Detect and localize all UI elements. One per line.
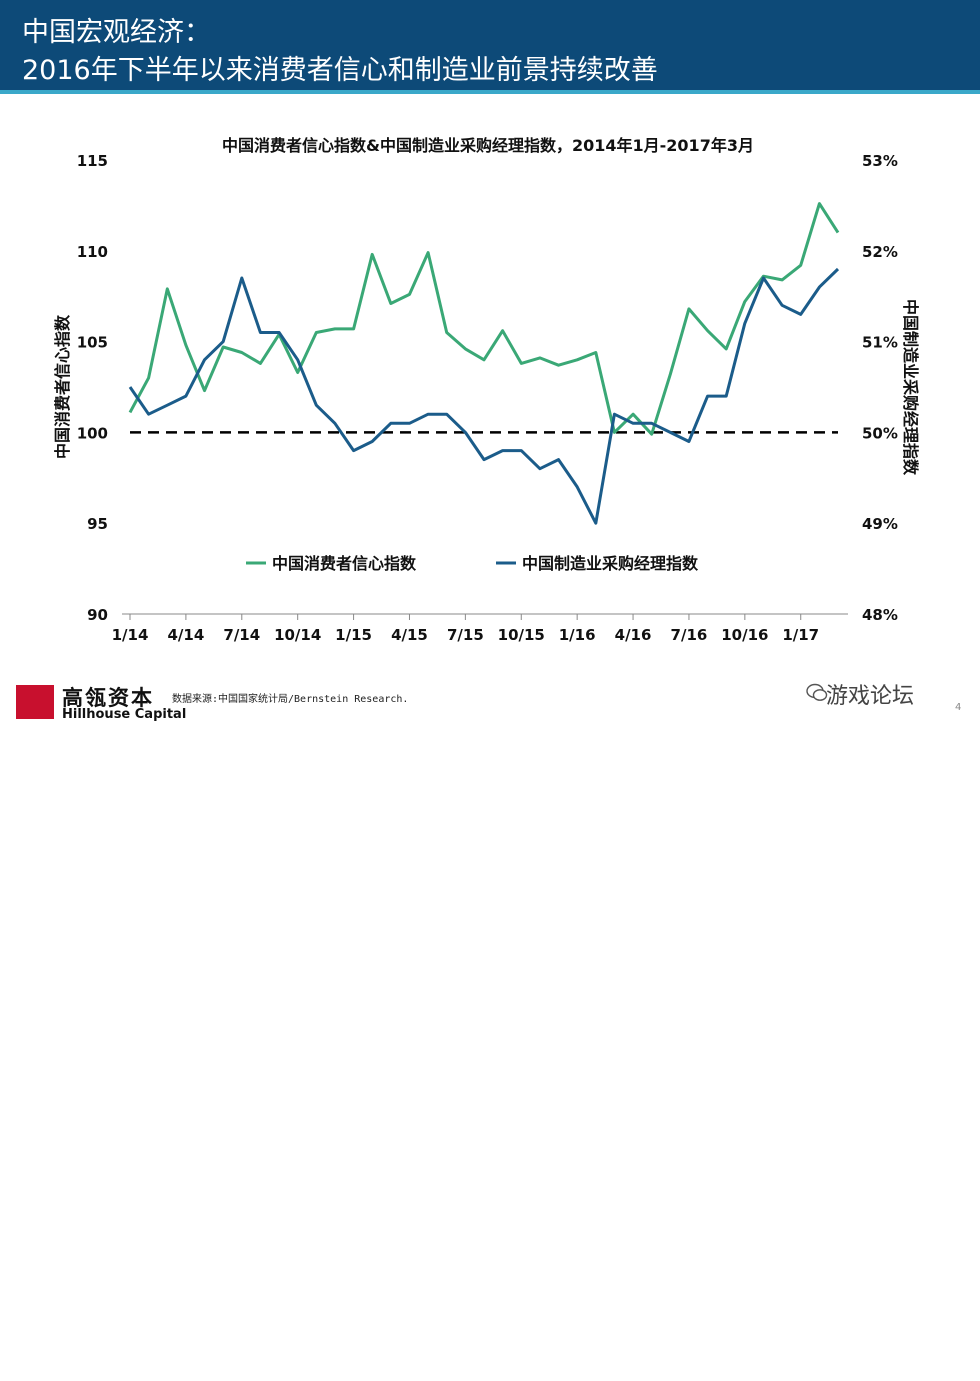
y-tick-right: 50% (862, 424, 898, 442)
x-tick-label: 1/16 (559, 626, 596, 644)
y-tick-left: 110 (77, 243, 108, 261)
source-note: 数据来源:中国国家统计局/Bernstein Research. (172, 694, 409, 705)
y-tick-left: 115 (77, 152, 108, 170)
logo-mark-text: HILLHOUSE (33, 1375, 67, 1381)
x-tick-label: 10/14 (274, 626, 321, 644)
watermark-text: 游戏论坛 (826, 684, 915, 709)
x-tick-label: 7/14 (223, 626, 260, 644)
brand-name-cn: 高瓴资本 (62, 686, 154, 710)
y-tick-right: 48% (862, 606, 898, 624)
x-tick-label: 10/16 (721, 626, 768, 644)
x-tick-label: 4/16 (615, 626, 652, 644)
wechat-icon (806, 683, 828, 701)
legend-label-pmi: 中国制造业采购经理指数 (522, 554, 699, 573)
x-tick-label: 1/15 (335, 626, 372, 644)
y-tick-right: 51% (862, 334, 898, 352)
x-tick-label: 4/14 (167, 626, 204, 644)
brand-name-en: Hillhouse Capital (62, 707, 187, 722)
legend: 中国消费者信心指数 中国制造业采购经理指数 (246, 554, 699, 573)
series-line-consumer-confidence (128, 202, 840, 436)
chart-title: 中国消费者信心指数&中国制造业采购经理指数，2014年1月-2017年3月 (222, 136, 754, 155)
y-axis-label-left: 中国消费者信心指数 (53, 314, 72, 459)
x-tick-label: 7/15 (447, 626, 484, 644)
y-tick-left: 90 (87, 606, 108, 624)
series-line-pmi (128, 267, 840, 525)
y-tick-left: 100 (77, 424, 108, 442)
x-tick-label: 7/16 (671, 626, 708, 644)
header-accent-line (0, 90, 980, 94)
y-tick-right: 49% (862, 515, 898, 533)
page-subtitle: 2016年下半年以来消费者信心和制造业前景持续改善 (22, 55, 658, 86)
y-tick-left: 95 (87, 515, 108, 533)
y-tick-left: 105 (77, 334, 108, 352)
y-tick-right: 53% (862, 152, 898, 170)
legend-label-consumer: 中国消费者信心指数 (272, 554, 417, 573)
x-tick-label: 10/15 (498, 626, 545, 644)
y-tick-right: 52% (862, 243, 898, 261)
x-tick-label: 1/14 (112, 626, 149, 644)
page-title: 中国宏观经济： (22, 17, 211, 48)
x-tick-label: 4/15 (391, 626, 428, 644)
y-axis-label-right: 中国制造业采购经理指数 (901, 299, 920, 476)
line-chart: 中国消费者信心指数&中国制造业采购经理指数，2014年1月-2017年3月 90… (53, 136, 920, 644)
x-tick-label: 1/17 (782, 626, 819, 644)
page-number: 4 (955, 702, 962, 713)
header-bar: 中国宏观经济： 2016年下半年以来消费者信心和制造业前景持续改善 (0, 0, 980, 90)
hillhouse-logo: HILLHOUSE (16, 685, 67, 1381)
